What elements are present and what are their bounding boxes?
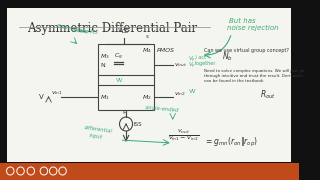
Text: $V_p$: $V_p$ — [188, 61, 196, 71]
Text: input: input — [89, 133, 103, 140]
Text: $M_4$: $M_4$ — [142, 46, 152, 55]
Text: $v_{in2}$: $v_{in2}$ — [174, 90, 186, 98]
Text: VV: VV — [188, 89, 196, 94]
Text: differential: differential — [84, 125, 113, 134]
Text: ) act: ) act — [195, 55, 206, 60]
Text: $n\text{-}mos\ M3$: $n\text{-}mos\ M3$ — [73, 26, 99, 36]
Text: $V_p$: $V_p$ — [188, 55, 196, 65]
Bar — [98, 44, 154, 75]
Text: p: p — [122, 109, 126, 114]
Text: $v_{out}$: $v_{out}$ — [174, 61, 187, 69]
Bar — [7, 8, 291, 162]
Bar — [0, 163, 299, 180]
Text: noise rejection: noise rejection — [227, 25, 278, 31]
Text: $M_2$: $M_2$ — [142, 93, 152, 102]
Text: But has: But has — [229, 18, 255, 24]
Text: $R_{out}$: $R_{out}$ — [260, 88, 276, 100]
Text: $\frac{v_{out}}{v_{in1}-v_{in2}}$: $\frac{v_{out}}{v_{in1}-v_{in2}}$ — [168, 127, 200, 143]
Text: $N_b$: $N_b$ — [222, 50, 233, 62]
Text: V: V — [39, 94, 44, 100]
Text: can be found in the textbook.: can be found in the textbook. — [204, 79, 264, 83]
Text: together: together — [195, 61, 217, 66]
Text: $= g_{mn}(r_{on} \| r_{op})$: $= g_{mn}(r_{on} \| r_{op})$ — [204, 135, 258, 148]
Text: Need to solve complex equations. We will just go: Need to solve complex equations. We will… — [204, 69, 304, 73]
Text: $M_1$: $M_1$ — [100, 93, 110, 102]
Text: s: s — [146, 34, 148, 39]
Text: $v_{in1}$: $v_{in1}$ — [51, 89, 63, 97]
Bar — [98, 85, 154, 110]
Text: PMOS: PMOS — [157, 48, 175, 53]
Text: ISS: ISS — [133, 122, 142, 127]
Text: $v_{DD}$: $v_{DD}$ — [117, 27, 131, 36]
Text: single-ended: single-ended — [145, 105, 179, 113]
Text: N: N — [100, 63, 105, 68]
Text: VV: VV — [116, 78, 123, 83]
Text: through intuitive and trust the result. Derivation: through intuitive and trust the result. … — [204, 74, 303, 78]
Text: Asymmetric Differential Pair: Asymmetric Differential Pair — [27, 22, 197, 35]
Text: $M_3$: $M_3$ — [100, 52, 110, 61]
Text: $C_g$: $C_g$ — [114, 52, 123, 62]
Text: Can we use virtual group concept?: Can we use virtual group concept? — [204, 48, 289, 53]
Text: disconnected: disconnected — [56, 23, 89, 35]
